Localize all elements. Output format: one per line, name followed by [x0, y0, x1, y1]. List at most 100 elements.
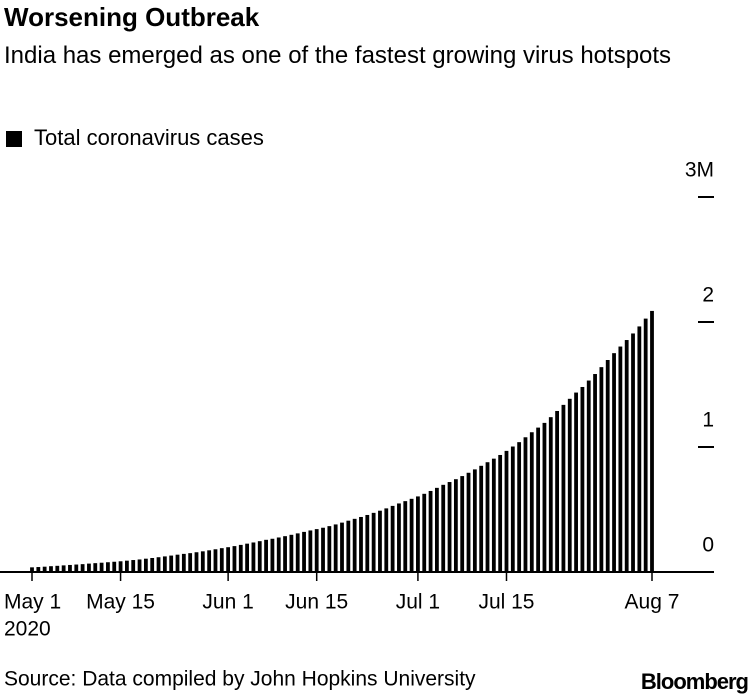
bar — [593, 374, 597, 572]
bar — [194, 552, 199, 572]
y-tick-label: 3M — [685, 159, 714, 182]
bar — [226, 547, 231, 572]
bar — [137, 559, 142, 572]
bar — [555, 410, 560, 572]
legend-label: Total coronavirus cases — [34, 125, 264, 150]
bar — [295, 533, 300, 572]
x-sublabel: 2020 — [4, 618, 51, 641]
bar — [143, 558, 148, 572]
bar — [30, 567, 34, 572]
bar — [270, 538, 275, 572]
bar — [561, 404, 566, 572]
y-tick-label: 0 — [702, 534, 714, 557]
chart-subtitle: India has emerged as one of the fastest … — [4, 42, 672, 69]
bar — [416, 496, 420, 572]
bar — [213, 549, 218, 572]
x-tick-label: Jul 1 — [396, 591, 440, 614]
brand: Bloomberg — [641, 669, 748, 694]
bar — [574, 392, 578, 572]
bar — [460, 476, 465, 572]
bar — [403, 501, 408, 572]
bar — [175, 554, 180, 572]
bar — [650, 310, 654, 572]
bar — [156, 557, 161, 572]
bar — [93, 563, 98, 572]
bar — [612, 353, 616, 572]
bar — [548, 417, 553, 572]
bar — [106, 562, 110, 572]
bar — [188, 553, 193, 572]
bar — [643, 318, 648, 572]
bar — [49, 566, 53, 572]
bar — [567, 398, 572, 572]
bar — [371, 512, 376, 572]
bar — [586, 380, 591, 572]
bar — [384, 508, 389, 572]
bar — [74, 564, 79, 572]
bar — [200, 551, 205, 572]
bar — [124, 560, 129, 572]
bar — [238, 544, 243, 572]
bar — [631, 333, 635, 572]
bar — [485, 462, 490, 572]
bar — [618, 346, 623, 572]
x-tick-label: May 15 — [86, 591, 155, 614]
bar — [321, 527, 325, 572]
y-tick-label: 2 — [702, 284, 714, 307]
bar — [257, 541, 262, 572]
bar — [441, 484, 446, 572]
bar — [264, 539, 268, 572]
bar — [422, 493, 427, 572]
bar — [36, 567, 41, 572]
x-tick-label: May 1 — [4, 591, 61, 614]
bar — [517, 442, 522, 572]
bar — [498, 454, 503, 572]
bar — [55, 565, 60, 572]
bar — [80, 564, 85, 572]
x-tick-label: Jun 15 — [285, 591, 348, 614]
bar — [302, 531, 306, 572]
bar — [542, 422, 547, 572]
bar — [131, 560, 136, 572]
bar — [447, 482, 452, 572]
bar — [112, 561, 117, 572]
bar — [504, 450, 509, 572]
source: Source: Data compiled by John Hopkins Un… — [4, 668, 476, 691]
bar — [352, 518, 357, 572]
bar — [251, 542, 256, 572]
bar — [42, 566, 47, 572]
bar — [340, 522, 344, 572]
bar — [314, 529, 319, 572]
bar — [466, 472, 471, 572]
bar — [510, 446, 515, 572]
bar — [333, 524, 338, 572]
bar — [87, 563, 91, 572]
bar — [99, 562, 104, 572]
y-tick-label: 1 — [702, 409, 714, 432]
bar — [491, 458, 496, 572]
chart-title: Worsening Outbreak — [4, 2, 260, 32]
bar — [409, 498, 414, 572]
bar — [605, 360, 610, 572]
bar — [378, 510, 382, 572]
bar — [479, 465, 484, 572]
bar — [162, 556, 167, 572]
bar — [219, 548, 224, 572]
bar — [207, 550, 212, 572]
bar — [599, 367, 604, 572]
legend-swatch — [6, 131, 22, 147]
bar — [346, 520, 351, 572]
bar — [472, 469, 477, 572]
bar — [118, 561, 123, 572]
bar — [453, 479, 458, 572]
x-tick-label: Jul 15 — [478, 591, 534, 614]
bar — [365, 514, 370, 572]
bar — [580, 386, 585, 572]
bar — [536, 427, 541, 572]
bar — [390, 505, 395, 572]
bar — [276, 537, 281, 572]
bar — [637, 326, 642, 572]
bar — [232, 546, 237, 572]
